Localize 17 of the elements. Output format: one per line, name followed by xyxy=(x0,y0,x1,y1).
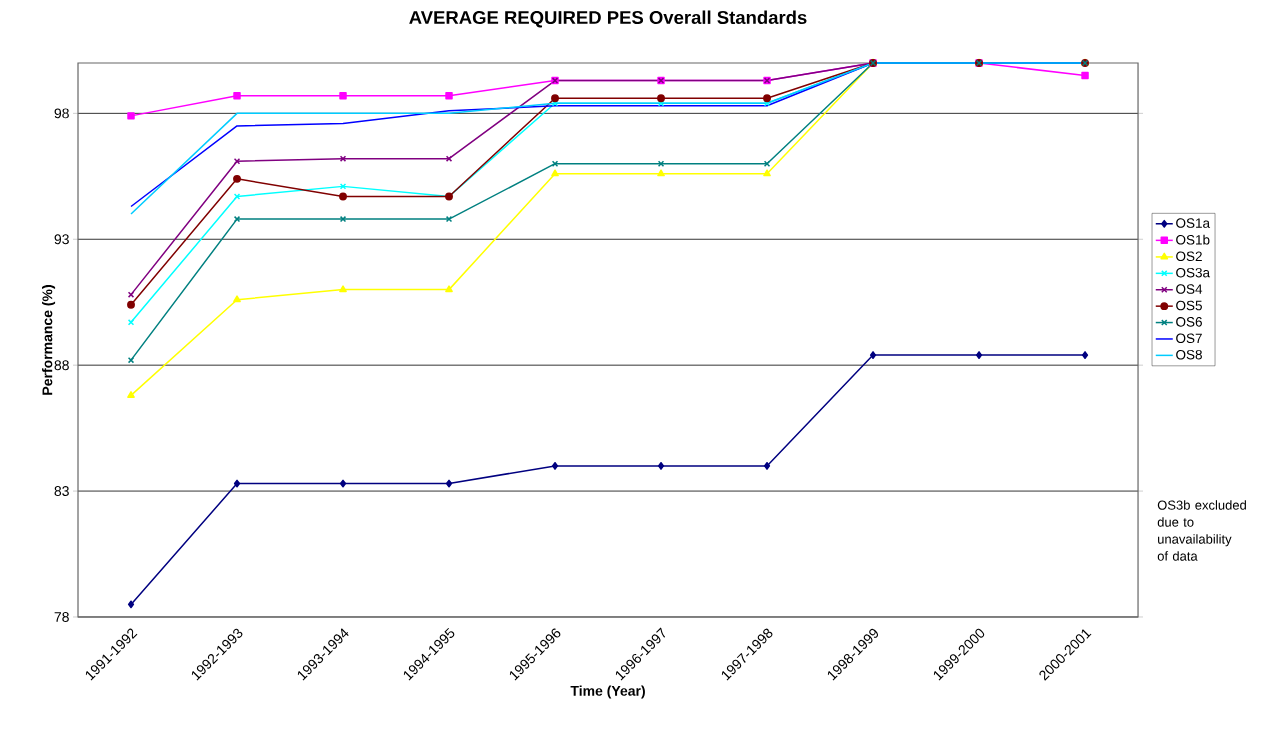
legend-label: OS7 xyxy=(1176,333,1202,344)
legend-label: OS5 xyxy=(1176,300,1202,311)
legend-label: OS4 xyxy=(1176,284,1203,294)
x-axis-title: Time (Year) xyxy=(570,685,645,699)
legend-label: OS3a xyxy=(1176,267,1211,278)
legend-label: OS1b xyxy=(1176,234,1210,245)
y-tick-label: 78 xyxy=(54,612,69,622)
y-tick-label: 83 xyxy=(54,486,69,497)
legend-label: OS8 xyxy=(1176,349,1202,360)
text: OS3b excluded due to unavailability of data xyxy=(1157,500,1246,561)
legend-label: OS6 xyxy=(1176,317,1202,327)
y-tick-label: 98 xyxy=(54,108,69,119)
chart-title: AVERAGE REQUIRED PES Overall Standards xyxy=(409,10,807,28)
y-tick-label: 93 xyxy=(54,234,69,245)
y-tick-label: 88 xyxy=(54,360,69,371)
legend-label: OS2 xyxy=(1176,251,1202,262)
legend-label: OS1a xyxy=(1176,218,1211,228)
